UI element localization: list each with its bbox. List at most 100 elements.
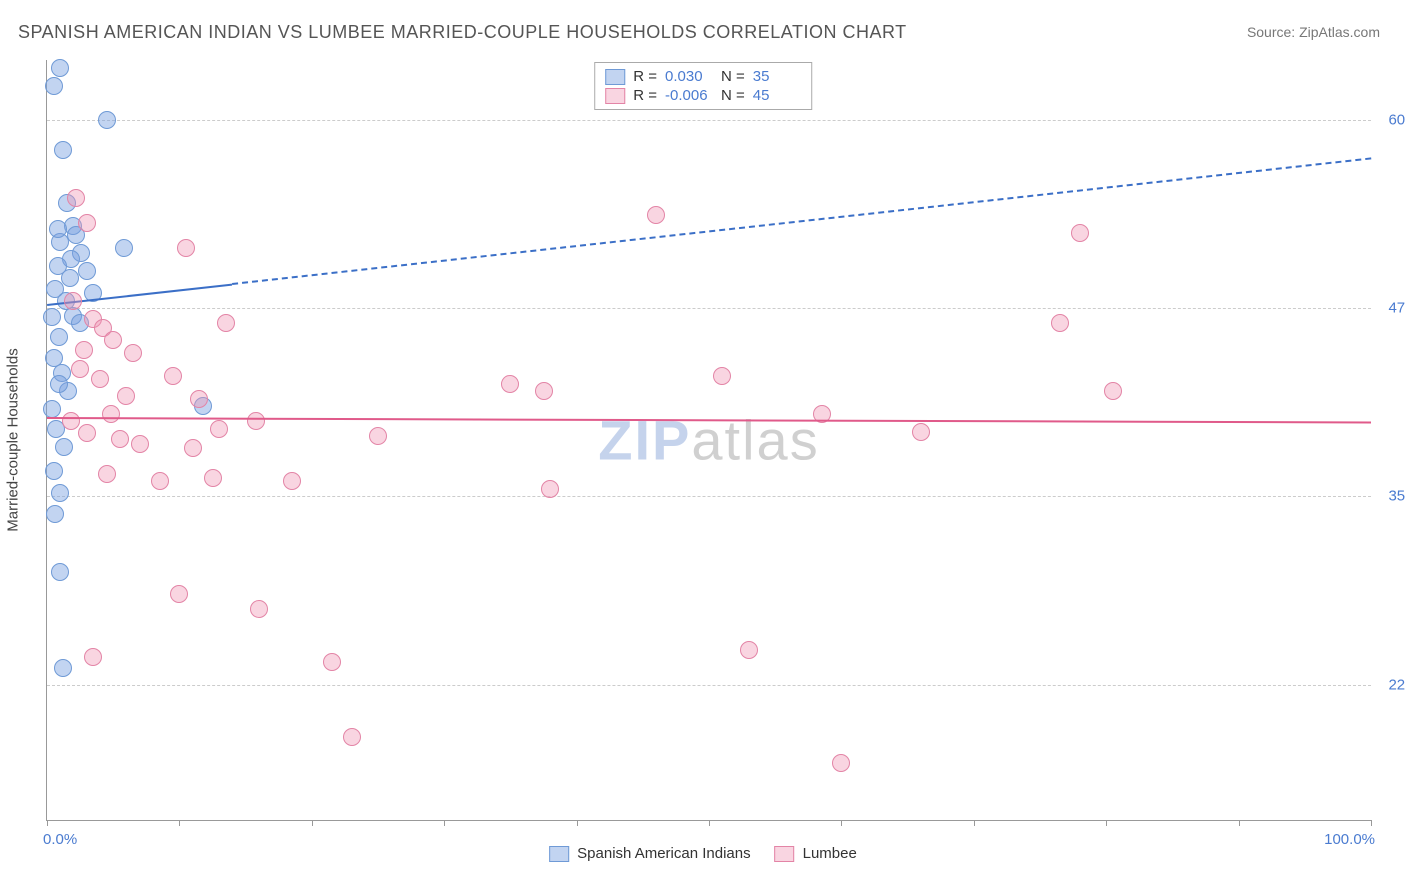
data-point xyxy=(78,214,96,232)
data-point xyxy=(535,382,553,400)
data-point xyxy=(164,367,182,385)
data-point xyxy=(104,331,122,349)
gridline xyxy=(47,308,1371,309)
x-tick xyxy=(444,820,445,826)
data-point xyxy=(283,472,301,490)
data-point xyxy=(217,314,235,332)
data-point xyxy=(64,292,82,310)
data-point xyxy=(190,390,208,408)
data-point xyxy=(51,563,69,581)
correlation-legend: R = 0.030 N = 35 R = -0.006 N = 45 xyxy=(594,62,812,110)
legend-n-value: 45 xyxy=(753,87,801,104)
data-point xyxy=(115,239,133,257)
trend-line xyxy=(232,158,1371,286)
data-point xyxy=(78,262,96,280)
data-point xyxy=(832,754,850,772)
data-point xyxy=(61,269,79,287)
data-point xyxy=(51,484,69,502)
data-point xyxy=(78,424,96,442)
gridline xyxy=(47,496,1371,497)
x-tick xyxy=(47,820,48,826)
y-tick-label: 22.5% xyxy=(1376,676,1406,693)
legend-r-label: R = xyxy=(633,87,657,104)
x-tick xyxy=(974,820,975,826)
data-point xyxy=(43,400,61,418)
data-point xyxy=(647,206,665,224)
legend-r-value: -0.006 xyxy=(665,87,713,104)
legend-swatch xyxy=(775,846,795,862)
data-point xyxy=(541,480,559,498)
legend-n-label: N = xyxy=(721,68,745,85)
data-point xyxy=(369,427,387,445)
data-point xyxy=(740,641,758,659)
data-point xyxy=(54,659,72,677)
data-point xyxy=(1104,382,1122,400)
y-tick-label: 60.0% xyxy=(1376,112,1406,129)
series-legend-item: Lumbee xyxy=(775,845,857,862)
x-tick xyxy=(312,820,313,826)
data-point xyxy=(51,59,69,77)
data-point xyxy=(204,469,222,487)
legend-row: R = 0.030 N = 35 xyxy=(605,67,801,86)
data-point xyxy=(1051,314,1069,332)
data-point xyxy=(55,438,73,456)
series-legend-item: Spanish American Indians xyxy=(549,845,750,862)
data-point xyxy=(50,375,68,393)
data-point xyxy=(43,308,61,326)
data-point xyxy=(117,387,135,405)
gridline xyxy=(47,685,1371,686)
data-point xyxy=(54,141,72,159)
data-point xyxy=(75,341,93,359)
x-tick xyxy=(179,820,180,826)
data-point xyxy=(98,465,116,483)
data-point xyxy=(67,189,85,207)
data-point xyxy=(62,412,80,430)
data-point xyxy=(343,728,361,746)
x-tick xyxy=(1371,820,1372,826)
data-point xyxy=(250,600,268,618)
data-point xyxy=(184,439,202,457)
data-point xyxy=(46,505,64,523)
watermark: ZIPatlas xyxy=(598,408,819,473)
data-point xyxy=(71,360,89,378)
legend-n-value: 35 xyxy=(753,68,801,85)
legend-swatch xyxy=(605,88,625,104)
data-point xyxy=(84,648,102,666)
data-point xyxy=(91,370,109,388)
data-point xyxy=(102,405,120,423)
chart-title: SPANISH AMERICAN INDIAN VS LUMBEE MARRIE… xyxy=(18,22,907,43)
gridline xyxy=(47,120,1371,121)
data-point xyxy=(170,585,188,603)
series-legend: Spanish American Indians Lumbee xyxy=(549,845,857,862)
x-tick xyxy=(577,820,578,826)
chart-plot-area: Married-couple Households 0.0% 100.0% ZI… xyxy=(46,60,1371,821)
legend-r-label: R = xyxy=(633,68,657,85)
legend-n-label: N = xyxy=(721,87,745,104)
x-tick xyxy=(709,820,710,826)
watermark-rest: atlas xyxy=(691,409,819,472)
legend-swatch xyxy=(605,69,625,85)
data-point xyxy=(210,420,228,438)
data-point xyxy=(151,472,169,490)
data-point xyxy=(131,435,149,453)
y-axis-label: Married-couple Households xyxy=(5,348,22,531)
y-tick-label: 35.0% xyxy=(1376,488,1406,505)
data-point xyxy=(45,77,63,95)
data-point xyxy=(49,220,67,238)
y-tick-label: 47.5% xyxy=(1376,300,1406,317)
legend-swatch xyxy=(549,846,569,862)
data-point xyxy=(713,367,731,385)
data-point xyxy=(912,423,930,441)
data-point xyxy=(1071,224,1089,242)
data-point xyxy=(45,462,63,480)
x-axis-max-label: 100.0% xyxy=(1324,831,1375,848)
series-name: Lumbee xyxy=(803,845,857,862)
trend-line xyxy=(47,417,1371,424)
legend-r-value: 0.030 xyxy=(665,68,713,85)
data-point xyxy=(247,412,265,430)
series-name: Spanish American Indians xyxy=(577,845,750,862)
data-point xyxy=(124,344,142,362)
data-point xyxy=(177,239,195,257)
data-point xyxy=(98,111,116,129)
x-tick xyxy=(1106,820,1107,826)
